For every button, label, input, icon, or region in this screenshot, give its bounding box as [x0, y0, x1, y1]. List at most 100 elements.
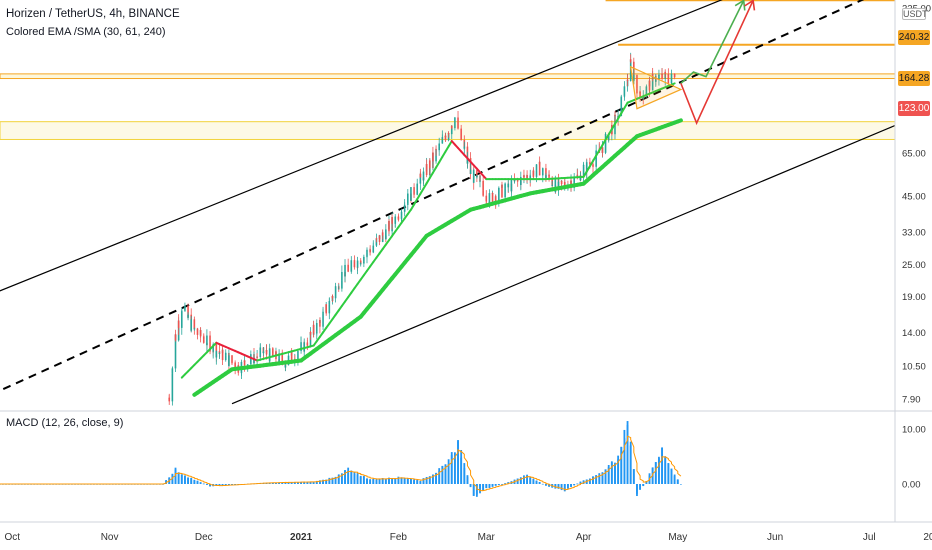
- macd-histogram-bar: [444, 464, 447, 484]
- macd-histogram-bar: [632, 469, 635, 484]
- candle: [667, 73, 670, 85]
- macd-histogram-bar: [614, 463, 616, 484]
- candle: [551, 180, 554, 187]
- candle-body: [394, 216, 397, 223]
- macd-histogram-bar: [394, 478, 397, 484]
- candle-body: [174, 334, 177, 369]
- channel-lower-line: [231, 124, 895, 405]
- candle-body: [388, 221, 390, 232]
- candle: [366, 247, 368, 259]
- candle-body: [206, 335, 208, 346]
- candle-body: [290, 350, 293, 361]
- candle-body: [356, 260, 359, 268]
- candle-body: [168, 397, 171, 402]
- macd-histogram-bar: [642, 484, 645, 487]
- candle-body: [372, 246, 375, 253]
- candle-body: [535, 164, 538, 171]
- candle: [221, 344, 224, 366]
- macd-histogram-bar: [406, 478, 409, 484]
- candle-body: [639, 91, 641, 98]
- candle-body: [601, 147, 604, 153]
- macd-histogram-bar: [347, 471, 350, 484]
- candle: [620, 94, 623, 104]
- macd-histogram-bar: [309, 481, 312, 484]
- candle: [520, 171, 522, 191]
- macd-histogram-bar: [425, 476, 428, 484]
- candle: [585, 159, 588, 178]
- candle-body: [419, 173, 422, 184]
- candle-body: [215, 351, 218, 358]
- candle-body: [673, 73, 676, 78]
- candle: [466, 151, 469, 169]
- candle-body: [560, 180, 563, 185]
- macd-histogram-bar: [479, 484, 481, 494]
- candle-body: [607, 133, 610, 141]
- macd-histogram-bar: [435, 472, 437, 484]
- candle-body: [228, 355, 230, 366]
- ema-fast-segment: [592, 154, 598, 162]
- candle-body: [523, 175, 525, 178]
- ema-fast-segment: [595, 149, 601, 157]
- candle-body: [648, 80, 651, 91]
- price-tick-label: 33.00: [902, 228, 926, 239]
- candle: [428, 158, 431, 175]
- candle: [482, 185, 484, 197]
- candle-body: [177, 320, 180, 328]
- macd-histogram-bar: [224, 484, 227, 486]
- candle: [184, 302, 186, 312]
- macd-histogram-bar: [607, 465, 610, 484]
- candle-body: [334, 286, 337, 288]
- candle-body: [193, 319, 196, 330]
- candle-body: [419, 173, 422, 178]
- macd-histogram-bar: [557, 484, 560, 489]
- candle-body: [645, 86, 648, 92]
- candle-body: [661, 73, 663, 79]
- macd-legend: MACD (12, 26, close, 9): [6, 417, 124, 429]
- candle-body: [385, 229, 387, 240]
- candle-body: [425, 164, 428, 176]
- macd-histogram-bar: [661, 447, 663, 484]
- ema-fast-segment: [409, 203, 416, 211]
- candle: [168, 394, 171, 405]
- macd-histogram-bar: [626, 424, 629, 484]
- candle-body: [265, 350, 268, 355]
- macd-histogram-bar: [362, 475, 365, 484]
- support-zone: [0, 121, 895, 140]
- ema-fast-segment: [431, 166, 438, 174]
- macd-histogram-bar: [290, 482, 293, 484]
- ema-fast-segment: [582, 170, 588, 178]
- ema-fast-segment: [604, 133, 610, 141]
- candle: [541, 167, 544, 175]
- ema-fast-segment: [620, 107, 626, 115]
- candle-body: [300, 342, 302, 352]
- macd-histogram-bar: [673, 474, 676, 484]
- candle-body: [651, 74, 654, 76]
- macd-histogram-bar: [497, 484, 500, 485]
- macd-histogram-bar: [623, 438, 626, 484]
- candle: [403, 199, 406, 208]
- candle: [356, 256, 359, 275]
- candle-body: [171, 368, 174, 374]
- macd-histogram-bar: [460, 449, 463, 484]
- candle: [353, 260, 356, 270]
- macd-histogram-bar: [463, 467, 466, 484]
- candle: [224, 351, 227, 356]
- candle: [190, 316, 193, 333]
- macd-histogram-bar: [566, 484, 569, 489]
- macd-histogram-bar: [541, 483, 544, 485]
- macd-histogram-bar: [610, 462, 613, 484]
- macd-histogram-bar: [441, 465, 444, 484]
- candle: [369, 245, 371, 256]
- candle: [441, 130, 444, 140]
- macd-histogram-bar: [645, 481, 648, 484]
- candle-body: [315, 322, 318, 332]
- macd-histogram-bar: [598, 473, 601, 484]
- macd-histogram-bar: [325, 479, 328, 484]
- indicator-legend: Colored EMA /SMA (30, 61, 240): [6, 26, 166, 38]
- candle-body: [224, 355, 227, 361]
- macd-histogram-bar: [548, 484, 550, 487]
- candle-body: [416, 183, 419, 191]
- bearish-projection-arrow-head: [744, 0, 756, 11]
- candle: [381, 229, 384, 240]
